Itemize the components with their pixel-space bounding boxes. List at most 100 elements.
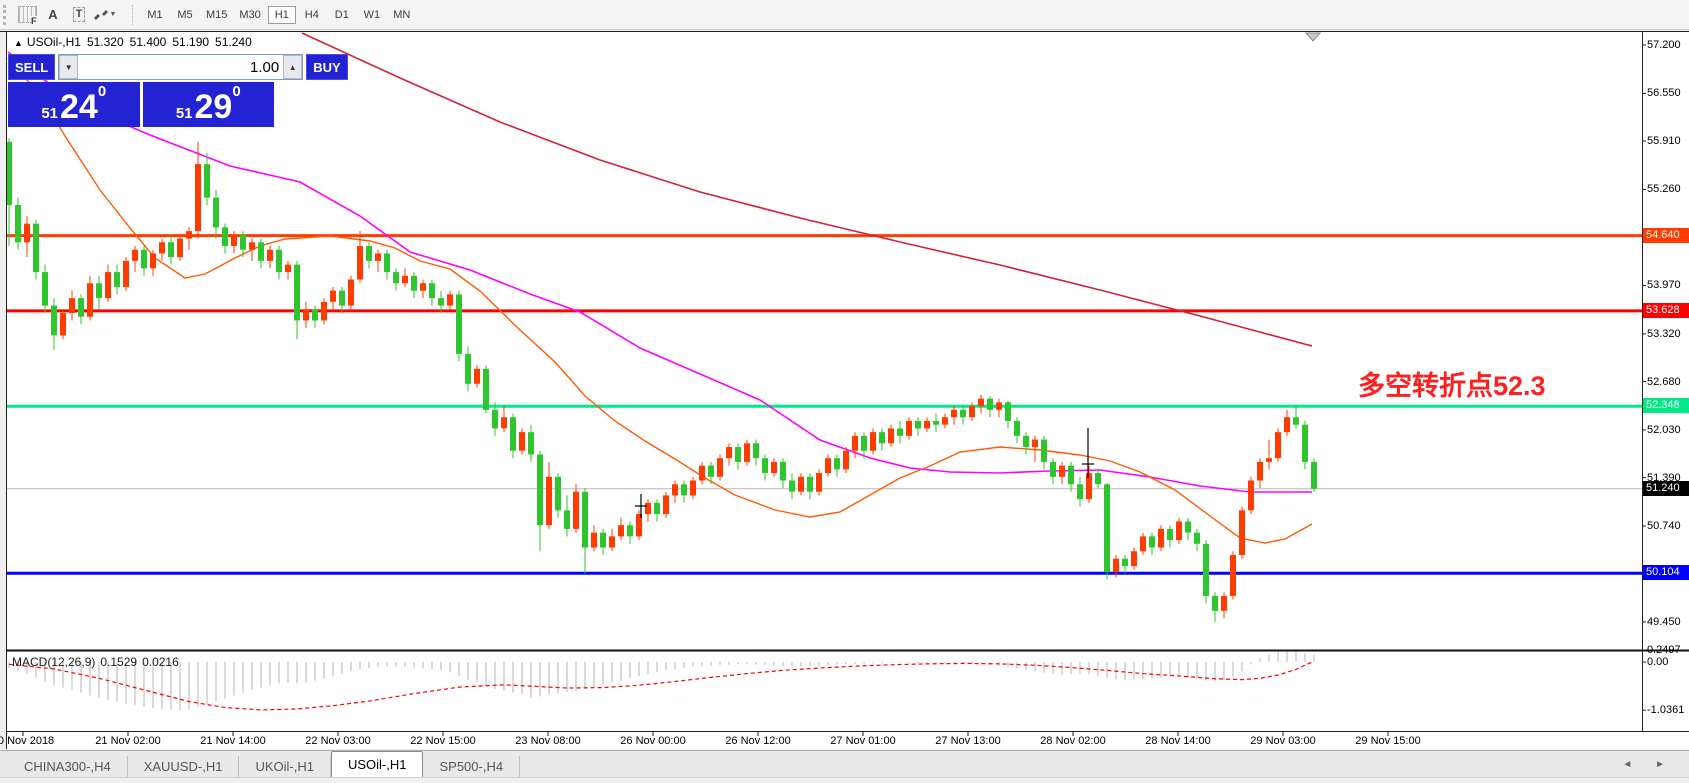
timeframe-button-m15[interactable]: M15 [201,6,232,24]
candle-body [78,298,84,317]
candle-body [114,272,120,287]
candle-body [735,447,741,462]
candle-body [1275,432,1281,459]
candle-body [483,368,489,410]
price-tick-label: 55.910 [1647,135,1681,148]
dropdown-caret-icon[interactable]: ▼ [109,11,117,18]
candle-body [105,272,111,299]
collapse-panel-icon[interactable]: ▲ [14,38,23,48]
timeframe-button-mn[interactable]: MN [388,6,416,24]
time-axis-label: 28 Nov 02:00 [1040,735,1106,747]
buy-button[interactable]: BUY [306,54,348,80]
candle-body [933,420,939,425]
scroll-right-icon[interactable]: ► [1655,759,1675,770]
timeframe-button-h1[interactable]: H1 [267,6,296,24]
buy-price-display[interactable]: 51 29 0 [142,82,274,127]
candle-body [1005,402,1011,421]
timeframe-button-w1[interactable]: W1 [358,6,386,24]
candle-body [1086,473,1092,500]
candle-body [195,164,201,232]
timeframe-button-m1[interactable]: M1 [141,6,169,24]
timeframe-button-m30[interactable]: M30 [234,6,265,24]
candle-body [888,428,894,444]
time-axis-label: 29 Nov 03:00 [1250,735,1316,747]
macd-axis-label: 0.2497 [1647,644,1681,657]
candle-body [996,402,1002,410]
candle-body [1014,420,1020,436]
candle-body [1212,595,1218,611]
scroll-left-icon[interactable]: ◄ [1622,759,1643,770]
candle-body [672,484,678,496]
candle-body [807,476,813,492]
chart-tab-ukoilh1[interactable]: UKOil-,H1 [239,756,331,778]
candle-body [276,249,282,273]
chart-tab-xauusdh1[interactable]: XAUUSD-,H1 [128,756,240,778]
candle-body [168,242,174,258]
chart-tab-usoilh1[interactable]: USOil-,H1 [330,751,424,778]
candle-body [924,420,930,429]
chart-annotation-text: 多空转折点52.3 [1358,371,1546,401]
candle-body [1050,461,1056,477]
candle-body [285,264,291,273]
candle-body [780,461,786,481]
buy-price-big: 29 [194,88,233,126]
sell-price-display[interactable]: 51 24 0 [8,82,140,127]
candle-body [519,432,525,451]
candle-body [213,197,219,228]
tabs: CHINA300-,H4 XAUUSD-,H1 UKOil-,H1 USOil-,H1… [0,751,521,778]
candle-body [906,420,912,436]
sell-price-prefix: 51 [41,105,58,122]
template-grid-icon[interactable]: F [14,4,40,26]
time-axis-label: 27 Nov 13:00 [935,735,1001,747]
candle-body [816,473,822,492]
candle-body [1095,473,1101,485]
volume-increase-button[interactable]: ▲ [283,55,303,79]
candle-body [402,275,408,284]
candle-body [528,432,534,455]
volume-decrease-button[interactable]: ▼ [59,55,79,79]
candle-body [555,476,561,511]
price-tick-label: 50.740 [1647,519,1681,532]
macd-main-value: 0.1529 [100,655,138,669]
candle-body [231,234,237,247]
candle-body [1158,528,1164,548]
candle-body [60,313,66,336]
candle-body [645,502,651,515]
timeframe-button-m5[interactable]: M5 [171,6,199,24]
chart-tab-china300h4[interactable]: CHINA300-,H4 [8,756,128,778]
candle-body [267,249,273,261]
macd-axis-label: -1.0361 [1647,704,1685,717]
volume-input[interactable] [78,55,284,79]
sell-button[interactable]: SELL [8,54,56,80]
time-axis-label: 23 Nov 08:00 [515,735,581,747]
candle-body [312,309,318,321]
candle-body [537,454,543,526]
chart-shift-triangle-icon[interactable] [1304,32,1322,42]
candle-body [465,353,471,384]
candle-body [1221,595,1227,611]
candle-body [915,420,921,429]
chart-tab-sp500h4[interactable]: SP500-,H4 [423,756,521,778]
macd-signal-line [8,660,1315,711]
price-tick-label: 52.680 [1647,375,1681,388]
symbol-period-label: USOil-,H1 [26,35,81,49]
candle-body [1104,484,1110,573]
text-label-tool-icon[interactable]: A [48,7,58,22]
time-axis-label: 27 Nov 01:00 [830,735,896,747]
timeframe-button-d1[interactable]: D1 [328,6,356,24]
toolbar-grip[interactable] [3,4,14,25]
grid-icon: F [17,6,37,26]
text-tool-icon[interactable]: T [66,4,92,26]
price-level-badge: 54.640 [1643,227,1689,243]
arrows-tool-icon[interactable]: ▼ [92,4,118,26]
candle-body [384,253,390,273]
candle-body [1023,435,1029,448]
candle-body [1311,461,1317,489]
candle-body [420,283,426,291]
candle-body [879,432,885,444]
candle-body [744,443,750,462]
candle-body [1113,558,1119,573]
timeframe-button-h4[interactable]: H4 [298,6,326,24]
